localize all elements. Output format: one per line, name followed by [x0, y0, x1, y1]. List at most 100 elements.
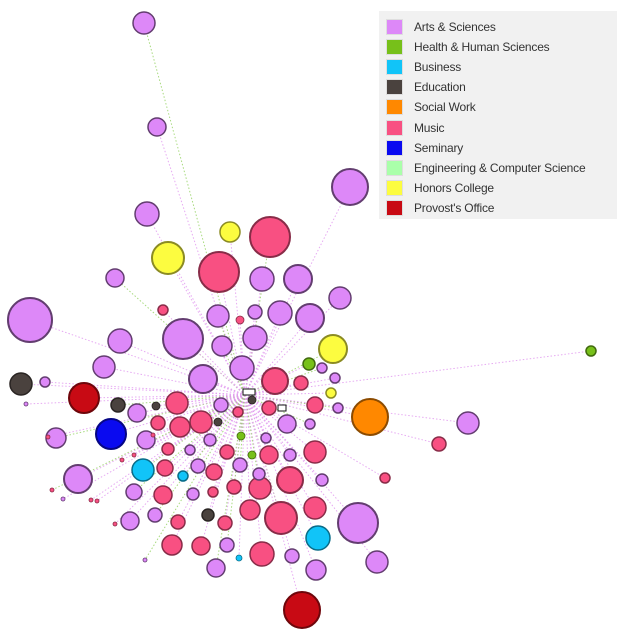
node	[304, 418, 316, 430]
legend-label: Seminary	[414, 140, 464, 155]
node	[49, 487, 55, 493]
node	[229, 355, 255, 381]
hub-labels	[242, 388, 287, 412]
legend-swatch	[387, 120, 402, 135]
node	[92, 355, 116, 379]
node	[585, 345, 597, 357]
node	[136, 430, 156, 450]
legend-swatch	[387, 100, 402, 115]
node	[112, 521, 118, 527]
legend-swatch	[387, 160, 402, 175]
node	[283, 264, 313, 294]
legend-label: Social Work	[414, 100, 476, 115]
node	[63, 464, 93, 494]
node	[7, 297, 53, 343]
node	[134, 201, 160, 227]
node	[127, 403, 147, 423]
node	[213, 397, 229, 413]
node	[456, 411, 480, 435]
node	[217, 515, 233, 531]
node	[150, 415, 166, 431]
node	[247, 395, 257, 405]
node	[219, 537, 235, 553]
node	[150, 432, 156, 438]
node	[332, 402, 344, 414]
node	[261, 400, 277, 416]
node	[276, 466, 304, 494]
node	[153, 485, 173, 505]
node	[277, 414, 297, 434]
node	[303, 496, 327, 520]
node	[316, 362, 328, 374]
node	[226, 479, 242, 495]
legend-item-music: Music	[387, 117, 617, 137]
node	[351, 398, 389, 436]
legend-item-education: Education	[387, 77, 617, 97]
node	[206, 304, 230, 328]
node	[177, 470, 189, 482]
node	[283, 591, 321, 629]
node	[186, 487, 200, 501]
node	[318, 334, 348, 364]
node	[205, 463, 223, 481]
node	[219, 221, 241, 243]
legend-item-provosts-office: Provost's Office	[387, 198, 617, 218]
node	[235, 315, 245, 325]
node	[198, 251, 240, 293]
node	[105, 268, 125, 288]
node	[165, 391, 189, 415]
node	[365, 550, 389, 574]
node	[325, 387, 337, 399]
hub-label-box	[277, 404, 287, 412]
node	[232, 406, 244, 418]
node	[305, 525, 331, 551]
node	[283, 448, 297, 462]
legend-item-honors-college: Honors College	[387, 178, 617, 198]
legend-swatch	[387, 80, 402, 95]
legend-label: Honors College	[414, 180, 494, 195]
node	[120, 511, 140, 531]
node	[147, 117, 167, 137]
legend-swatch	[387, 20, 402, 35]
node	[68, 382, 100, 414]
legend-swatch	[387, 200, 402, 215]
legend-label: Provost's Office	[414, 200, 495, 215]
node	[110, 397, 126, 413]
node	[295, 303, 325, 333]
node	[328, 286, 352, 310]
node	[337, 502, 379, 544]
legend-label: Education	[414, 80, 466, 95]
node	[249, 541, 275, 567]
legend-item-social-work: Social Work	[387, 97, 617, 117]
legend-swatch	[387, 60, 402, 75]
node	[189, 410, 213, 434]
legend-label: Arts & Sciences	[414, 20, 496, 35]
network-edges	[20, 22, 592, 611]
network-nodes	[7, 11, 597, 629]
node	[9, 372, 33, 396]
node	[284, 548, 300, 564]
node	[39, 376, 51, 388]
node	[267, 300, 293, 326]
node	[261, 367, 289, 395]
node	[45, 434, 51, 440]
legend-item-engineering-computer-science: Engineering & Computer Science	[387, 158, 617, 178]
legend-swatch	[387, 40, 402, 55]
node	[131, 452, 137, 458]
node	[249, 216, 291, 258]
node	[157, 304, 169, 316]
node	[203, 433, 217, 447]
node	[305, 559, 327, 581]
node	[151, 241, 185, 275]
node	[303, 440, 327, 464]
node	[219, 444, 235, 460]
legend-swatch	[387, 140, 402, 155]
node	[207, 486, 219, 498]
legend-label: Music	[414, 120, 445, 135]
node	[201, 508, 215, 522]
node	[247, 304, 263, 320]
node	[119, 457, 125, 463]
node	[235, 554, 243, 562]
node	[95, 418, 127, 450]
